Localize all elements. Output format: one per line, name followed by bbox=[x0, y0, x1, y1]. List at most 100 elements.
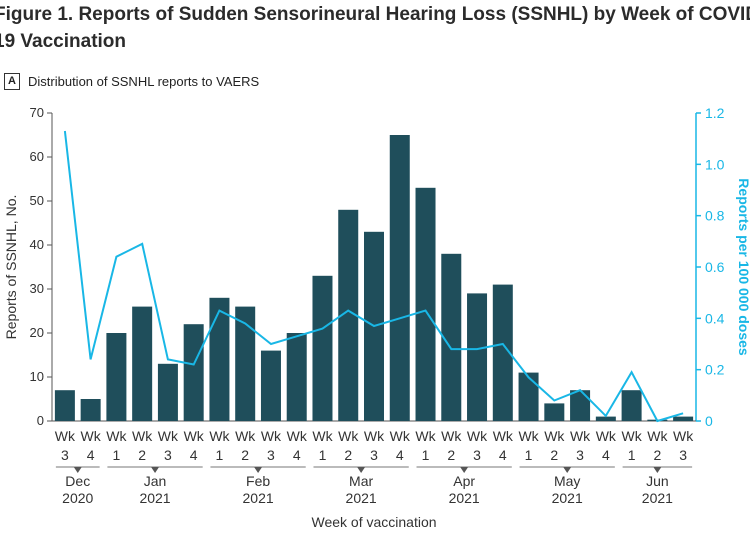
year-label: 2021 bbox=[642, 490, 673, 506]
week-label: Wk bbox=[518, 428, 539, 444]
bar bbox=[132, 306, 153, 421]
year-label: 2021 bbox=[449, 490, 480, 506]
week-number-label: 4 bbox=[190, 447, 198, 463]
right-axis-tick-label: 0 bbox=[705, 413, 713, 429]
week-number-label: 1 bbox=[422, 447, 430, 463]
left-axis-tick-label: 10 bbox=[30, 369, 44, 384]
left-axis-tick-label: 20 bbox=[30, 325, 44, 340]
month-label: May bbox=[554, 473, 580, 489]
bar bbox=[54, 390, 75, 421]
x-axis-title: Week of vaccination bbox=[311, 514, 436, 530]
month-marker-icon bbox=[254, 467, 263, 473]
bar bbox=[492, 284, 513, 421]
week-label: Wk bbox=[287, 428, 308, 444]
week-number-label: 2 bbox=[138, 447, 146, 463]
right-axis-tick-label: 1.0 bbox=[705, 156, 725, 172]
week-label: Wk bbox=[647, 428, 668, 444]
week-number-label: 3 bbox=[576, 447, 584, 463]
week-number-label: 1 bbox=[113, 447, 121, 463]
bar bbox=[389, 135, 410, 421]
week-label: Wk bbox=[312, 428, 333, 444]
left-axis-tick-label: 40 bbox=[30, 237, 44, 252]
right-axis-title: Reports per 100 000 doses bbox=[736, 178, 750, 356]
bar bbox=[260, 350, 281, 421]
week-number-label: 3 bbox=[473, 447, 481, 463]
bar bbox=[338, 209, 359, 421]
left-axis-title: Reports of SSNHL, No. bbox=[3, 195, 19, 340]
left-axis-tick-label: 0 bbox=[37, 413, 44, 428]
month-label: Dec bbox=[65, 473, 90, 489]
week-label: Wk bbox=[596, 428, 617, 444]
month-marker-icon bbox=[653, 467, 662, 473]
bar bbox=[183, 324, 204, 421]
right-axis-tick-label: 0.6 bbox=[705, 259, 725, 275]
week-number-label: 3 bbox=[267, 447, 275, 463]
week-number-label: 1 bbox=[628, 447, 636, 463]
week-number-label: 4 bbox=[499, 447, 507, 463]
week-number-label: 2 bbox=[344, 447, 352, 463]
bar bbox=[467, 293, 488, 421]
week-number-label: 1 bbox=[525, 447, 533, 463]
figure-title-line-2: 19 Vaccination bbox=[0, 31, 127, 52]
year-label: 2021 bbox=[139, 490, 170, 506]
bar bbox=[106, 333, 127, 421]
month-marker-icon bbox=[73, 467, 82, 473]
bar bbox=[157, 363, 178, 421]
bar bbox=[570, 390, 591, 421]
week-number-label: 2 bbox=[653, 447, 661, 463]
week-label: Wk bbox=[338, 428, 359, 444]
bar bbox=[415, 187, 436, 421]
week-label: Wk bbox=[390, 428, 411, 444]
week-number-label: 1 bbox=[216, 447, 224, 463]
month-label: Mar bbox=[349, 473, 373, 489]
month-marker-icon bbox=[563, 467, 572, 473]
week-label: Wk bbox=[132, 428, 153, 444]
figure-title-line-1: Figure 1. Reports of Sudden Sensorineura… bbox=[0, 4, 750, 25]
bar bbox=[286, 333, 307, 421]
week-label: Wk bbox=[209, 428, 230, 444]
panel-label: A bbox=[4, 72, 20, 90]
month-marker-icon bbox=[357, 467, 366, 473]
year-label: 2021 bbox=[552, 490, 583, 506]
week-label: Wk bbox=[55, 428, 76, 444]
panel-header: A Distribution of SSNHL reports to VAERS bbox=[4, 72, 259, 90]
week-number-label: 2 bbox=[550, 447, 558, 463]
bar bbox=[621, 390, 642, 421]
week-label: Wk bbox=[415, 428, 436, 444]
week-number-label: 1 bbox=[319, 447, 327, 463]
week-number-label: 4 bbox=[396, 447, 404, 463]
right-axis-tick-label: 0.8 bbox=[705, 208, 725, 224]
week-number-label: 3 bbox=[164, 447, 172, 463]
right-axis-tick-label: 0.4 bbox=[705, 310, 725, 326]
bar bbox=[80, 399, 101, 421]
panel-caption: Distribution of SSNHL reports to VAERS bbox=[28, 73, 260, 89]
bar bbox=[441, 253, 462, 421]
week-label: Wk bbox=[467, 428, 488, 444]
year-label: 2021 bbox=[346, 490, 377, 506]
week-label: Wk bbox=[106, 428, 127, 444]
year-label: 2020 bbox=[62, 490, 93, 506]
right-axis-tick-label: 1.2 bbox=[705, 105, 725, 121]
year-label: 2021 bbox=[243, 490, 274, 506]
month-label: Jun bbox=[646, 473, 669, 489]
week-label: Wk bbox=[493, 428, 514, 444]
left-axis-tick-label: 50 bbox=[30, 193, 44, 208]
month-label: Jan bbox=[144, 473, 167, 489]
left-axis-tick-label: 70 bbox=[30, 105, 44, 120]
week-number-label: 4 bbox=[87, 447, 95, 463]
left-axis-tick-label: 30 bbox=[30, 281, 44, 296]
bar bbox=[209, 297, 230, 421]
week-number-label: 3 bbox=[61, 447, 69, 463]
right-axis-tick-label: 0.2 bbox=[705, 362, 725, 378]
week-label: Wk bbox=[184, 428, 205, 444]
month-label: Apr bbox=[453, 473, 475, 489]
month-marker-icon bbox=[460, 467, 469, 473]
week-number-label: 4 bbox=[602, 447, 610, 463]
week-number-label: 3 bbox=[370, 447, 378, 463]
bar bbox=[544, 403, 565, 421]
bar bbox=[673, 416, 694, 421]
week-label: Wk bbox=[570, 428, 591, 444]
week-number-label: 2 bbox=[241, 447, 249, 463]
week-label: Wk bbox=[544, 428, 565, 444]
